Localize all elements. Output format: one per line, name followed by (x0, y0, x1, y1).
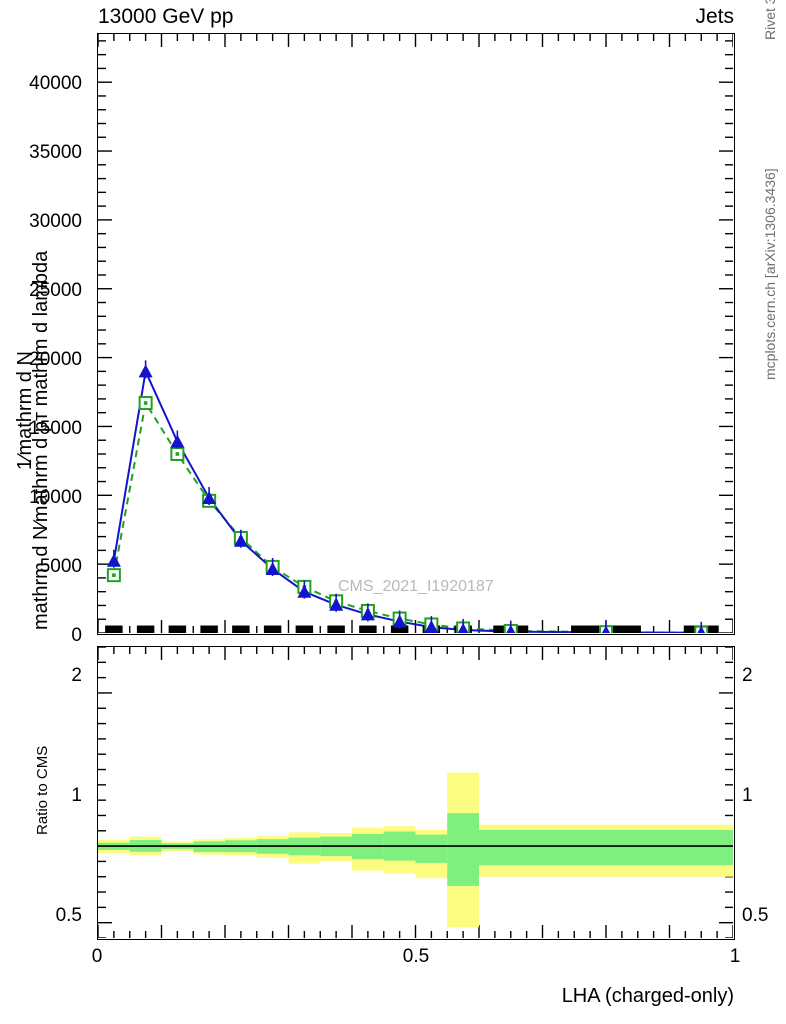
y-tick-label-30000: 30000 (29, 211, 82, 232)
ratio-inner-band (447, 813, 479, 886)
series-line-1 (112, 400, 702, 633)
header-category: Jets (695, 5, 734, 28)
ratio-tick-label-05-left: 0.5 (55, 905, 82, 926)
data-marker-cms (168, 625, 187, 633)
header-collision-energy: 13000 GeV pp (98, 5, 234, 28)
data-marker-cms (232, 625, 250, 633)
analysis-watermark: CMS_2021_I1920187 (338, 578, 494, 595)
ratio-plot-canvas (98, 647, 733, 938)
ratio-axis-title: Ratio to CMS (34, 745, 51, 835)
data-marker-cms (327, 625, 345, 633)
data-marker-cms (295, 625, 314, 633)
y-tick-label-20000: 20000 (29, 349, 82, 370)
side-note-rivet: Rivet 3.1.10, ≥ 400k events (762, 0, 778, 40)
data-marker-herwig-center (175, 452, 180, 456)
data-marker-cms (390, 625, 409, 633)
x-axis-title: LHA (charged-only) (561, 985, 734, 1007)
data-marker-herwig-center (112, 573, 116, 577)
ratio-tick-label-2-right: 2 (742, 665, 753, 686)
x-tick-label-0: 0 (91, 946, 103, 967)
ratio-tick-label-2-left: 2 (71, 665, 82, 686)
ratio-inner-band (415, 834, 448, 863)
data-marker-cms (105, 625, 123, 633)
y-axis-title-prefix: 1∕mathrm d N (14, 351, 36, 470)
y-tick-label-0: 0 (71, 625, 82, 646)
ratio-tick-label-1-left: 1 (71, 785, 82, 806)
main-plot-panel (97, 33, 735, 635)
x-tick-label-05: 0.5 (402, 946, 430, 967)
main-plot-canvas (98, 34, 733, 633)
y-tick-label-25000: 25000 (29, 280, 82, 301)
y-tick-label-40000: 40000 (29, 73, 82, 94)
y-tick-label-15000: 15000 (29, 418, 82, 439)
data-marker-cms (200, 625, 218, 633)
ratio-inner-band (479, 830, 733, 866)
data-marker-cms (263, 625, 282, 633)
y-tick-label-35000: 35000 (29, 142, 82, 163)
data-marker-herwig-center (143, 401, 148, 405)
ratio-tick-label-1-right: 1 (742, 785, 753, 806)
data-marker-cms (359, 625, 377, 633)
ratio-plot-panel (97, 646, 735, 940)
side-note-mcplots: mcplots.cern.ch [arXiv:1306.3436] (762, 168, 778, 380)
y-tick-label-10000: 10000 (29, 487, 82, 508)
ratio-tick-label-05-right: 0.5 (742, 905, 769, 926)
y-tick-label-5000: 5000 (39, 556, 82, 577)
data-marker-cms (136, 625, 155, 633)
x-tick-label-1: 1 (729, 946, 741, 967)
